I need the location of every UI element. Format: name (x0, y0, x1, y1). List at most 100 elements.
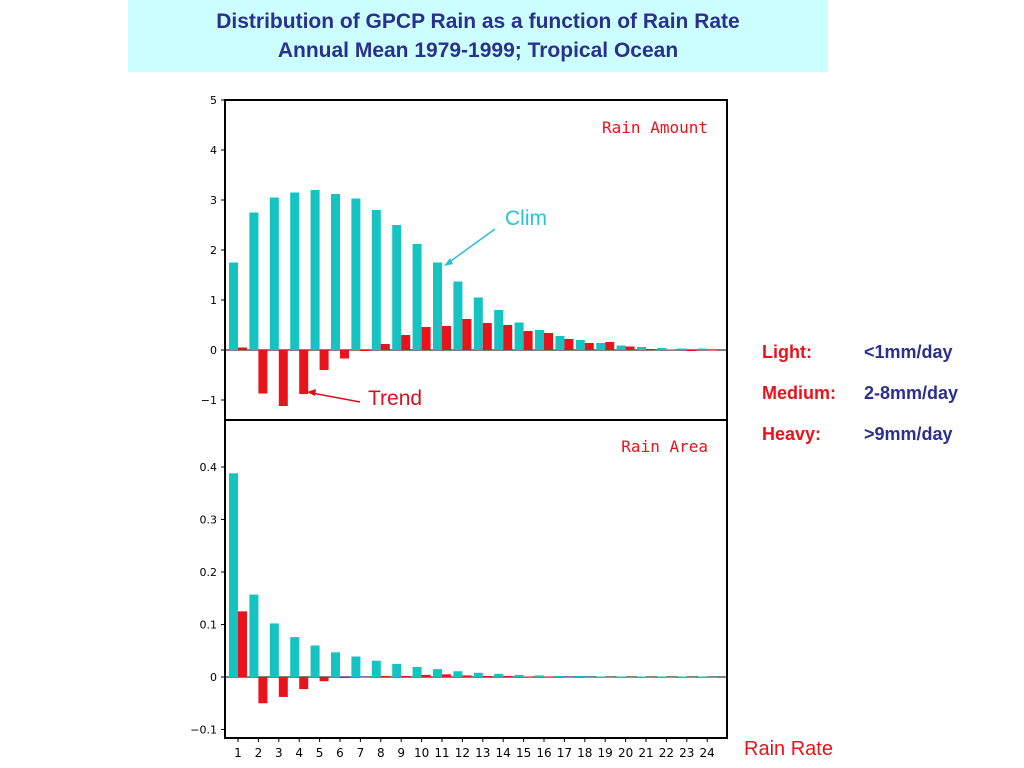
rain-area-clim-bar (229, 473, 238, 677)
rain-amount-clim-bar (555, 336, 565, 350)
rain-amount-clim-bar (473, 297, 483, 350)
rain-area-clim-bar (657, 676, 667, 678)
rain-amount-ytick-label: −1 (201, 394, 217, 407)
rain-area-trend-bar (360, 677, 370, 678)
rain-amount-clim-bar (371, 210, 381, 350)
x-tick-label: 20 (618, 746, 633, 760)
rain-area-clim-bar (555, 675, 565, 677)
rain-amount-clim-bar (616, 345, 626, 350)
rain-area-ytick-label: 0.3 (200, 514, 218, 527)
rain-amount-trend-bar (707, 350, 717, 351)
x-tick-label: 16 (536, 746, 551, 760)
rain-area-clim-bar (698, 676, 708, 678)
rain-area-clim-bar (473, 672, 483, 677)
x-tick-label: 22 (659, 746, 674, 760)
rain-amount-trend-bar (380, 344, 390, 350)
x-tick-label: 15 (516, 746, 531, 760)
rain-amount-clim-bar (575, 340, 585, 350)
rain-area-trend-bar (564, 677, 574, 678)
rain-amount-clim-bar (310, 190, 320, 350)
rain-amount-clim-bar (677, 348, 687, 350)
rain-amount-clim-bar (535, 330, 544, 350)
x-axis-title: Rain Rate (744, 738, 833, 760)
rain-amount-clim-bar (229, 262, 238, 350)
rain-amount-ytick-label: 4 (210, 144, 217, 157)
rain-area-trend-bar (646, 677, 655, 678)
rain-amount-clim-bar (331, 194, 340, 350)
legend-heavy-label: Heavy: (762, 424, 822, 444)
rain-amount-ytick-label: 3 (210, 194, 217, 207)
rain-area-clim-bar (575, 675, 585, 677)
legend-medium-label: Medium: (762, 383, 836, 403)
rain-area-trend-bar (686, 677, 696, 678)
rain-amount-trend-bar (564, 339, 574, 350)
rain-area-trend-bar (625, 677, 635, 678)
rain-area-trend-bar (482, 675, 492, 677)
legend-medium-value: 2-8mm/day (864, 383, 959, 403)
rain-amount-trend-bar (340, 350, 349, 359)
legend-light-value: <1mm/day (864, 342, 953, 362)
rain-area-clim-bar (351, 656, 361, 677)
rain-area-trend-bar (462, 675, 472, 677)
x-tick-label: 21 (638, 746, 653, 760)
rain-area-trend-bar (319, 677, 329, 682)
rain-area-clim-bar (331, 652, 340, 677)
x-tick-label: 2 (255, 746, 263, 760)
rain-amount-trend-bar (544, 333, 553, 350)
rain-amount-clim-bar (412, 244, 422, 350)
title-banner: Distribution of GPCP Rain as a function … (128, 0, 828, 72)
rain-amount-trend-bar (401, 335, 411, 350)
legend-heavy-value: >9mm/day (864, 424, 953, 444)
rain-amount-trend-bar (442, 326, 451, 350)
clim-annotation-arrow (447, 228, 496, 264)
rain-amount-trend-bar (238, 347, 247, 350)
rain-area-trend-bar (707, 677, 717, 678)
rain-amount-panel-label: Rain Amount (602, 118, 708, 137)
rain-area-clim-bar (433, 669, 442, 677)
rain-amount-clim-bar (637, 347, 646, 350)
rain-amount-clim-bar (269, 197, 279, 350)
rain-area-clim-bar (310, 645, 320, 677)
x-tick-label: 5 (316, 746, 324, 760)
rain-area-trend-bar (584, 677, 594, 678)
rain-amount-trend-bar (666, 349, 676, 351)
x-tick-label: 13 (475, 746, 490, 760)
x-tick-label: 1 (234, 746, 242, 760)
rain-area-trend-bar (278, 677, 288, 697)
rain-amount-ytick-label: 0 (210, 344, 217, 357)
rain-area-ytick-label: 0.4 (200, 461, 218, 474)
rain-amount-clim-bar (514, 322, 524, 350)
rain-amount-clim-bar (494, 310, 504, 350)
rain-area-ytick-label: 0.2 (200, 566, 218, 579)
rain-area-trend-bar (258, 677, 268, 704)
rain-amount-trend-bar (278, 350, 288, 406)
page-subtitle: Annual Mean 1979-1999; Tropical Ocean (277, 39, 679, 62)
rain-area-clim-bar (637, 676, 646, 678)
rain-area-trend-bar (340, 677, 349, 679)
rain-amount-clim-bar (596, 343, 606, 350)
rain-area-clim-bar (453, 671, 463, 677)
x-tick-label: 12 (455, 746, 470, 760)
rain-amount-clim-bar (290, 192, 300, 350)
legend-light-label: Light: (762, 342, 812, 362)
rain-area-trend-bar (299, 677, 309, 690)
rain-area-panel-label: Rain Area (621, 437, 708, 456)
trend-annotation-arrow (311, 392, 361, 403)
rain-amount-clim-bar (249, 212, 259, 350)
rain-amount-ytick-label: 5 (210, 94, 217, 107)
rain-amount-trend-bar (258, 350, 268, 394)
rain-area-clim-bar (371, 660, 381, 677)
x-tick-label: 8 (377, 746, 385, 760)
rain-area-clim-bar (412, 667, 422, 677)
rain-area-ytick-label: −0.1 (190, 724, 217, 737)
rain-amount-trend-bar (462, 319, 472, 350)
x-tick-label: 11 (434, 746, 449, 760)
x-tick-label: 18 (577, 746, 592, 760)
rain-area-trend-bar (666, 677, 676, 678)
rain-amount-ytick-label: 2 (210, 244, 217, 257)
rain-area-trend-bar (401, 675, 411, 677)
rain-area-ytick-label: 0.1 (200, 619, 218, 632)
rain-amount-trend-bar (299, 350, 309, 394)
rain-area-panel-frame (224, 419, 728, 739)
